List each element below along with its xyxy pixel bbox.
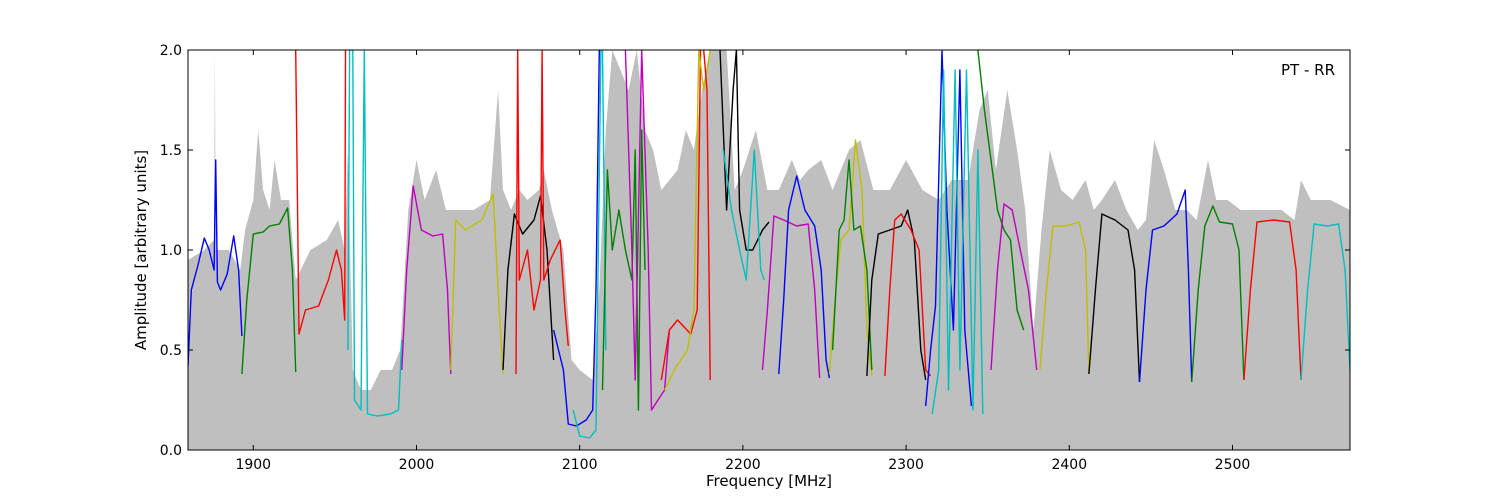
y-tick-label: 0.0: [160, 443, 182, 459]
series-line-4: [347, 50, 403, 417]
series-line-12: [624, 50, 671, 411]
y-tick-label: 1.0: [160, 243, 182, 259]
series-line-26: [977, 50, 1025, 331]
series-line-15: [703, 50, 711, 381]
series-line-1: [188, 159, 243, 367]
series-line-28: [1039, 221, 1090, 375]
series-line-31: [1191, 205, 1245, 383]
x-tick-label: 2500: [1215, 457, 1251, 473]
y-axis-label: Amplitude [arbitrary units]: [132, 150, 150, 350]
series-line-13: [660, 50, 702, 381]
envelope-area: [188, 50, 1350, 450]
series-layer: [188, 50, 1350, 439]
y-tick-label: 2.0: [160, 43, 182, 59]
series-line-3: [295, 50, 347, 335]
x-tick-label: 2300: [888, 457, 924, 473]
x-axis-label: Frequency [MHz]: [706, 472, 832, 490]
envelope-layer: [188, 50, 1350, 450]
x-axis: 1900 2000 2100 2200 2300 2400 2500: [235, 50, 1250, 473]
series-line-14: [663, 50, 711, 391]
series-line-10: [572, 50, 607, 439]
y-axis: 0.0 0.5 1.0 1.5 2.0: [160, 43, 1350, 459]
series-line-30: [1138, 189, 1193, 383]
series-line-23: [884, 213, 932, 377]
series-line-18: [761, 215, 821, 379]
series-line-19: [778, 175, 831, 379]
series-line-11: [601, 129, 646, 411]
series-line-9: [552, 50, 600, 427]
series-line-5: [401, 185, 452, 375]
x-tick-label: 2400: [1051, 457, 1087, 473]
series-line-21: [831, 159, 873, 371]
series-line-22: [866, 209, 927, 381]
series-line-17: [722, 149, 765, 281]
series-line-8: [515, 50, 569, 375]
x-tick-label: 2000: [399, 457, 435, 473]
x-tick-label: 2200: [725, 457, 761, 473]
series-line-27: [990, 203, 1038, 371]
series-line-33: [1300, 223, 1350, 381]
series-line-29: [1088, 213, 1141, 383]
series-line-25: [931, 69, 984, 415]
series-line-2: [241, 207, 297, 375]
x-tick-label: 2100: [562, 457, 598, 473]
series-line-7: [502, 195, 555, 371]
x-tick-label: 1900: [235, 457, 271, 473]
chart-annotation: PT - RR: [1281, 61, 1335, 79]
y-tick-label: 0.5: [160, 343, 182, 359]
series-line-6: [450, 193, 504, 375]
series-line-32: [1243, 219, 1302, 381]
y-tick-label: 1.5: [160, 143, 182, 159]
